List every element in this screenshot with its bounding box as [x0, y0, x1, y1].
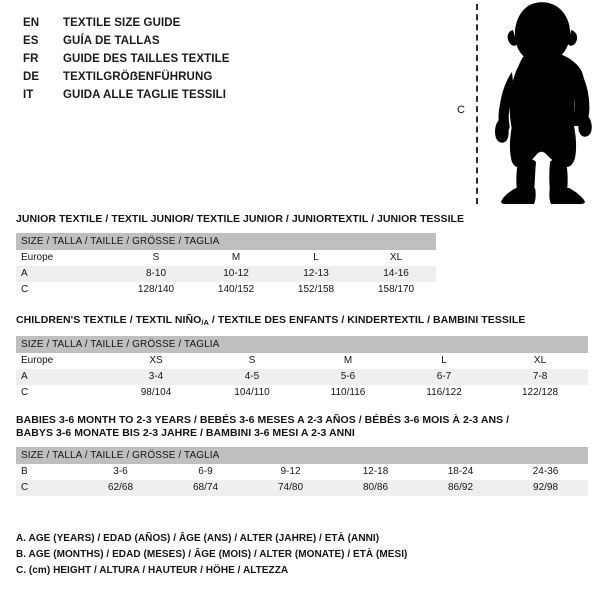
table-cell: XL — [492, 353, 589, 369]
table-row: C 62/68 68/74 74/80 80/86 86/92 92/98 — [16, 480, 589, 496]
language-row: EN TEXTILE SIZE GUIDE — [23, 14, 230, 32]
size-table-babies: SIZE / TALLA / TAILLE / GRÖSSE / TAGLIA … — [16, 447, 589, 496]
legend-block: A. AGE (YEARS) / EDAD (AÑOS) / ÂGE (ANS)… — [16, 531, 407, 579]
language-row: ES GUÍA DE TALLAS — [23, 32, 230, 50]
table-cell: 80/86 — [333, 480, 418, 496]
table-row: Europe XS S M L XL — [16, 353, 589, 369]
table-cell: 6-9 — [163, 464, 248, 480]
language-title-es: GUÍA DE TALLAS — [63, 35, 160, 47]
row-label: Europe — [16, 353, 108, 369]
language-code-en: EN — [23, 17, 40, 29]
language-code-de: DE — [23, 71, 40, 83]
table-cell: 4-5 — [204, 369, 300, 385]
table-cell: M — [196, 250, 276, 266]
table-cell: 24-36 — [503, 464, 589, 480]
table-cell: 104/110 — [204, 385, 300, 401]
band-label-junior: SIZE / TALLA / TAILLE / GRÖSSE / TAGLIA — [16, 233, 437, 250]
size-table-children: SIZE / TALLA / TAILLE / GRÖSSE / TAGLIA … — [16, 336, 589, 401]
section-title-children-post: / TEXTILE DES ENFANTS / KINDERTEXTIL / B… — [208, 314, 526, 326]
header-block: EN TEXTILE SIZE GUIDE ES GUÍA DE TALLAS … — [0, 0, 600, 210]
language-title-de: TEXTILGRÖẞENFÜHRUNG — [63, 71, 213, 83]
legend-line-b: B. AGE (MONTHS) / EDAD (MESES) / ÂGE (MO… — [16, 549, 408, 560]
size-table-junior: SIZE / TALLA / TAILLE / GRÖSSE / TAGLIA … — [16, 233, 437, 298]
table-cell: XS — [108, 353, 204, 369]
table-cell: 3-4 — [108, 369, 204, 385]
section-junior-textile: JUNIOR TEXTILE / TEXTIL JUNIOR/ TEXTILE … — [16, 213, 465, 298]
section-babies-textile: BABIES 3-6 MONTH TO 2-3 YEARS / BEBÉS 3-… — [16, 414, 589, 496]
table-cell: 18-24 — [418, 464, 503, 480]
language-title-en: TEXTILE SIZE GUIDE — [63, 17, 181, 29]
row-label: B — [16, 464, 78, 480]
row-label: C — [16, 282, 116, 298]
table-cell: L — [276, 250, 356, 266]
language-title-list: EN TEXTILE SIZE GUIDE ES GUÍA DE TALLAS … — [23, 14, 230, 104]
language-title-it: GUIDA ALLE TAGLIE TESSILI — [63, 89, 227, 101]
table-cell: L — [396, 353, 492, 369]
table-cell: 122/128 — [492, 385, 589, 401]
table-cell: S — [204, 353, 300, 369]
language-code-fr: FR — [23, 53, 39, 65]
table-cell: 152/158 — [276, 282, 356, 298]
table-row: C 98/104 104/110 110/116 116/122 122/128 — [16, 385, 589, 401]
band-label-children: SIZE / TALLA / TAILLE / GRÖSSE / TAGLIA — [16, 336, 589, 353]
section-title-junior: JUNIOR TEXTILE / TEXTIL JUNIOR/ TEXTILE … — [16, 213, 465, 225]
language-code-it: IT — [23, 89, 34, 101]
row-label: C — [16, 480, 78, 496]
table-cell: 92/98 — [503, 480, 589, 496]
section-childrens-textile: CHILDREN'S TEXTILE / TEXTIL NIÑO/A / TEX… — [16, 314, 589, 401]
height-figure-area: C — [440, 0, 600, 210]
language-code-es: ES — [23, 35, 39, 47]
table-cell: 158/170 — [356, 282, 437, 298]
row-label: C — [16, 385, 108, 401]
language-title-fr: GUIDE DES TAILLES TEXTILE — [63, 53, 230, 65]
table-cell: M — [300, 353, 396, 369]
height-marker-label: C — [457, 104, 465, 116]
table-cell: S — [116, 250, 196, 266]
table-row: B 3-6 6-9 9-12 12-18 18-24 24-36 — [16, 464, 589, 480]
table-row: A 8-10 10-12 12-13 14-16 — [16, 266, 437, 282]
legend-line-c: C. (cm) HEIGHT / ALTURA / HAUTEUR / HÖHE… — [16, 565, 289, 576]
language-row: FR GUIDE DES TAILLES TEXTILE — [23, 50, 230, 68]
table-cell: 116/122 — [396, 385, 492, 401]
row-label: Europe — [16, 250, 116, 266]
table-cell: 5-6 — [300, 369, 396, 385]
table-row: C 128/140 140/152 152/158 158/170 — [16, 282, 437, 298]
table-cell: 3-6 — [78, 464, 163, 480]
section-title-children-pre: CHILDREN'S TEXTILE / TEXTIL NIÑO — [16, 314, 202, 326]
toddler-silhouette-icon — [495, 2, 592, 204]
table-band-row: SIZE / TALLA / TAILLE / GRÖSSE / TAGLIA — [16, 233, 437, 250]
table-cell: 12-13 — [276, 266, 356, 282]
row-label: A — [16, 369, 108, 385]
table-cell: 128/140 — [116, 282, 196, 298]
table-cell: 12-18 — [333, 464, 418, 480]
height-dashed-line — [476, 4, 478, 204]
table-cell: 110/116 — [300, 385, 396, 401]
table-cell: 86/92 — [418, 480, 503, 496]
table-cell: 10-12 — [196, 266, 276, 282]
table-cell: 62/68 — [78, 480, 163, 496]
legend-line-a: A. AGE (YEARS) / EDAD (AÑOS) / ÂGE (ANS)… — [16, 533, 380, 544]
table-cell: 68/74 — [163, 480, 248, 496]
language-row: DE TEXTILGRÖẞENFÜHRUNG — [23, 68, 230, 86]
section-title-children: CHILDREN'S TEXTILE / TEXTIL NIÑO/A / TEX… — [16, 314, 588, 329]
table-cell: 6-7 — [396, 369, 492, 385]
section-title-babies-line1: BABIES 3-6 MONTH TO 2-3 YEARS / BEBÉS 3-… — [16, 414, 510, 426]
table-cell: 8-10 — [116, 266, 196, 282]
table-band-row: SIZE / TALLA / TAILLE / GRÖSSE / TAGLIA — [16, 336, 589, 353]
table-row: Europe S M L XL — [16, 250, 437, 266]
table-cell: XL — [356, 250, 437, 266]
table-row: A 3-4 4-5 5-6 6-7 7-8 — [16, 369, 589, 385]
table-band-row: SIZE / TALLA / TAILLE / GRÖSSE / TAGLIA — [16, 447, 589, 464]
section-title-children-sub: /A — [201, 318, 209, 327]
table-cell: 7-8 — [492, 369, 589, 385]
language-row: IT GUIDA ALLE TAGLIE TESSILI — [23, 86, 230, 104]
row-label: A — [16, 266, 116, 282]
table-cell: 140/152 — [196, 282, 276, 298]
band-label-babies: SIZE / TALLA / TAILLE / GRÖSSE / TAGLIA — [16, 447, 589, 464]
table-cell: 74/80 — [248, 480, 333, 496]
table-cell: 98/104 — [108, 385, 204, 401]
table-cell: 14-16 — [356, 266, 437, 282]
section-title-babies-line2: BABYS 3-6 MONATE BIS 2-3 JAHRE / BAMBINI… — [16, 427, 355, 439]
table-cell: 9-12 — [248, 464, 333, 480]
